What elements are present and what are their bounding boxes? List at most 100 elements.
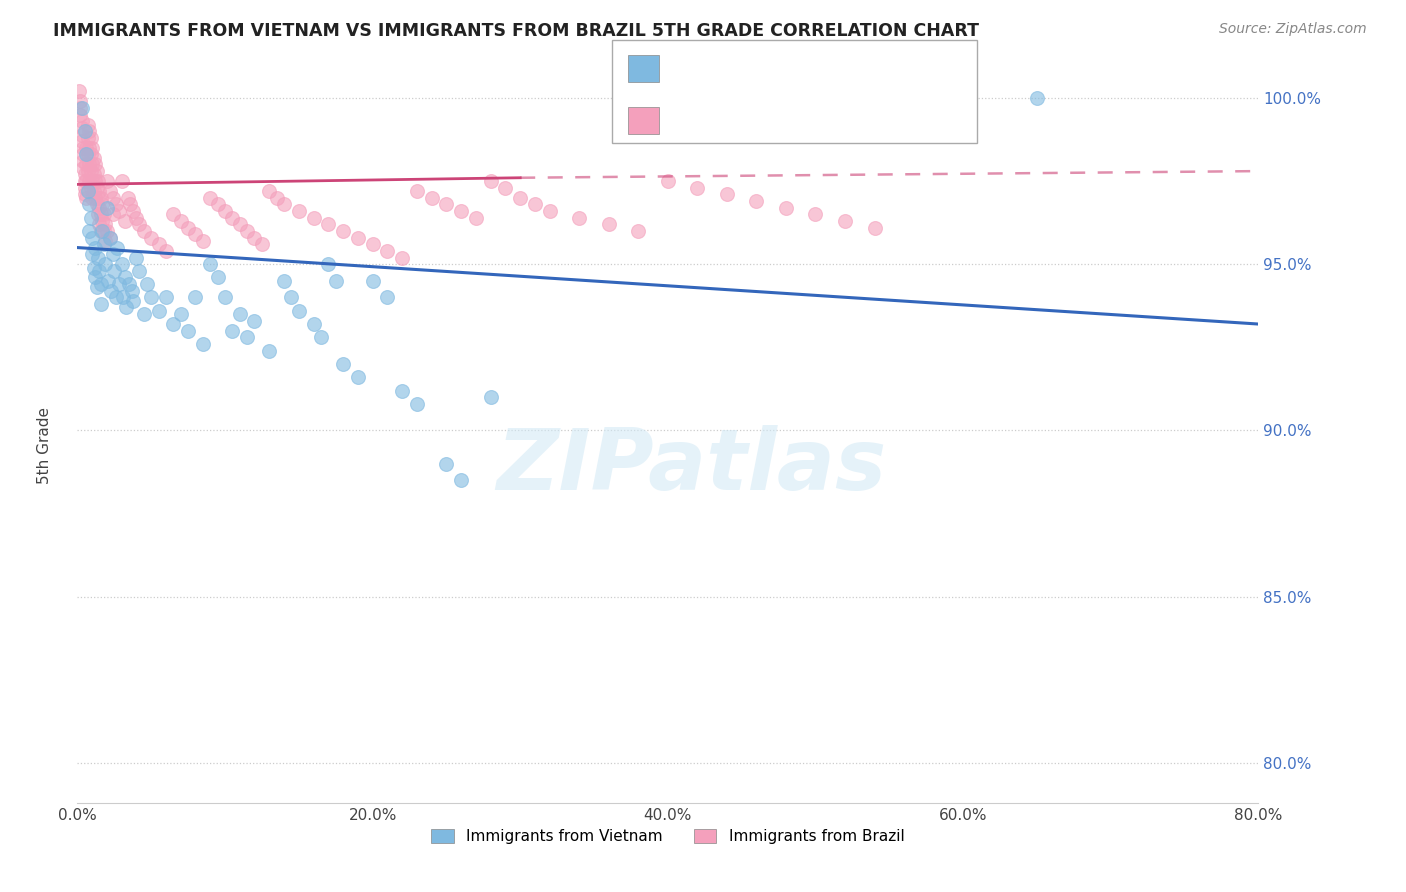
Point <box>69 101 91 115</box>
Point <box>1026 91 1049 105</box>
Point <box>77 197 100 211</box>
Point <box>90 277 112 292</box>
Point <box>101 207 124 221</box>
Point <box>70 134 93 148</box>
Point <box>125 251 148 265</box>
Point <box>83 260 105 275</box>
Point <box>89 201 111 215</box>
Point <box>111 174 132 188</box>
Point <box>76 131 98 145</box>
Point <box>83 168 105 182</box>
Point <box>288 303 311 318</box>
Point <box>100 284 122 298</box>
Point <box>236 330 259 344</box>
Point <box>87 251 110 265</box>
Point <box>464 211 488 225</box>
Text: IMMIGRANTS FROM VIETNAM VS IMMIGRANTS FROM BRAZIL 5TH GRADE CORRELATION CHART: IMMIGRANTS FROM VIETNAM VS IMMIGRANTS FR… <box>53 22 980 40</box>
Point <box>332 357 354 371</box>
Point <box>120 197 142 211</box>
Point <box>148 303 170 318</box>
Point <box>76 164 98 178</box>
Point <box>243 314 266 328</box>
Point <box>128 217 150 231</box>
Point <box>122 204 145 219</box>
Text: 74: 74 <box>858 60 882 78</box>
Point <box>117 191 139 205</box>
Point <box>135 277 157 292</box>
Text: R =: R = <box>671 112 704 128</box>
Point <box>93 237 115 252</box>
Point <box>377 290 399 304</box>
Point <box>686 180 709 194</box>
Point <box>479 174 502 188</box>
Point <box>191 234 214 248</box>
Point <box>309 330 332 344</box>
Point <box>73 124 96 138</box>
Point <box>75 141 97 155</box>
Point <box>93 207 115 221</box>
Point <box>259 184 281 198</box>
Text: 0.016: 0.016 <box>724 112 776 129</box>
Point <box>406 397 429 411</box>
Point <box>82 230 104 244</box>
Point <box>627 224 650 238</box>
Point <box>75 157 97 171</box>
Point <box>76 147 98 161</box>
Point <box>103 264 125 278</box>
Point <box>115 301 138 315</box>
Point <box>94 257 117 271</box>
Point <box>436 457 458 471</box>
Point <box>82 191 104 205</box>
Point <box>82 247 104 261</box>
Point <box>318 257 340 271</box>
Point <box>148 237 170 252</box>
Point <box>228 217 252 231</box>
Point <box>77 224 100 238</box>
Point <box>302 317 325 331</box>
Point <box>96 201 118 215</box>
Point <box>318 217 340 231</box>
Point <box>91 224 114 238</box>
Point <box>83 184 105 198</box>
Point <box>118 277 141 292</box>
Point <box>273 274 295 288</box>
Point <box>90 207 112 221</box>
Point <box>84 270 107 285</box>
Point <box>90 224 112 238</box>
Point <box>243 230 266 244</box>
Point <box>83 151 105 165</box>
Point <box>79 147 101 161</box>
Point <box>361 237 384 252</box>
Point <box>538 204 561 219</box>
Point <box>77 157 100 171</box>
Point <box>89 217 111 231</box>
Point <box>141 230 163 244</box>
Point <box>98 230 121 244</box>
Point <box>82 141 104 155</box>
Point <box>346 370 368 384</box>
Point <box>86 164 108 178</box>
Point <box>302 211 325 225</box>
Point <box>155 290 177 304</box>
Point <box>76 184 98 198</box>
Point <box>177 220 200 235</box>
Point <box>716 187 738 202</box>
Point <box>436 197 458 211</box>
Point <box>200 257 222 271</box>
Point <box>280 290 302 304</box>
Point <box>79 211 101 225</box>
Point <box>90 191 112 205</box>
Point <box>76 118 98 132</box>
Point <box>863 220 886 235</box>
Point <box>207 270 229 285</box>
Point <box>70 101 93 115</box>
Point <box>87 174 110 188</box>
Text: 5th Grade: 5th Grade <box>38 408 52 484</box>
Point <box>94 217 117 231</box>
Text: R =: R = <box>671 62 704 77</box>
Point <box>72 141 94 155</box>
Point <box>177 324 200 338</box>
Point <box>325 274 347 288</box>
Point <box>479 390 502 404</box>
Point <box>86 280 108 294</box>
